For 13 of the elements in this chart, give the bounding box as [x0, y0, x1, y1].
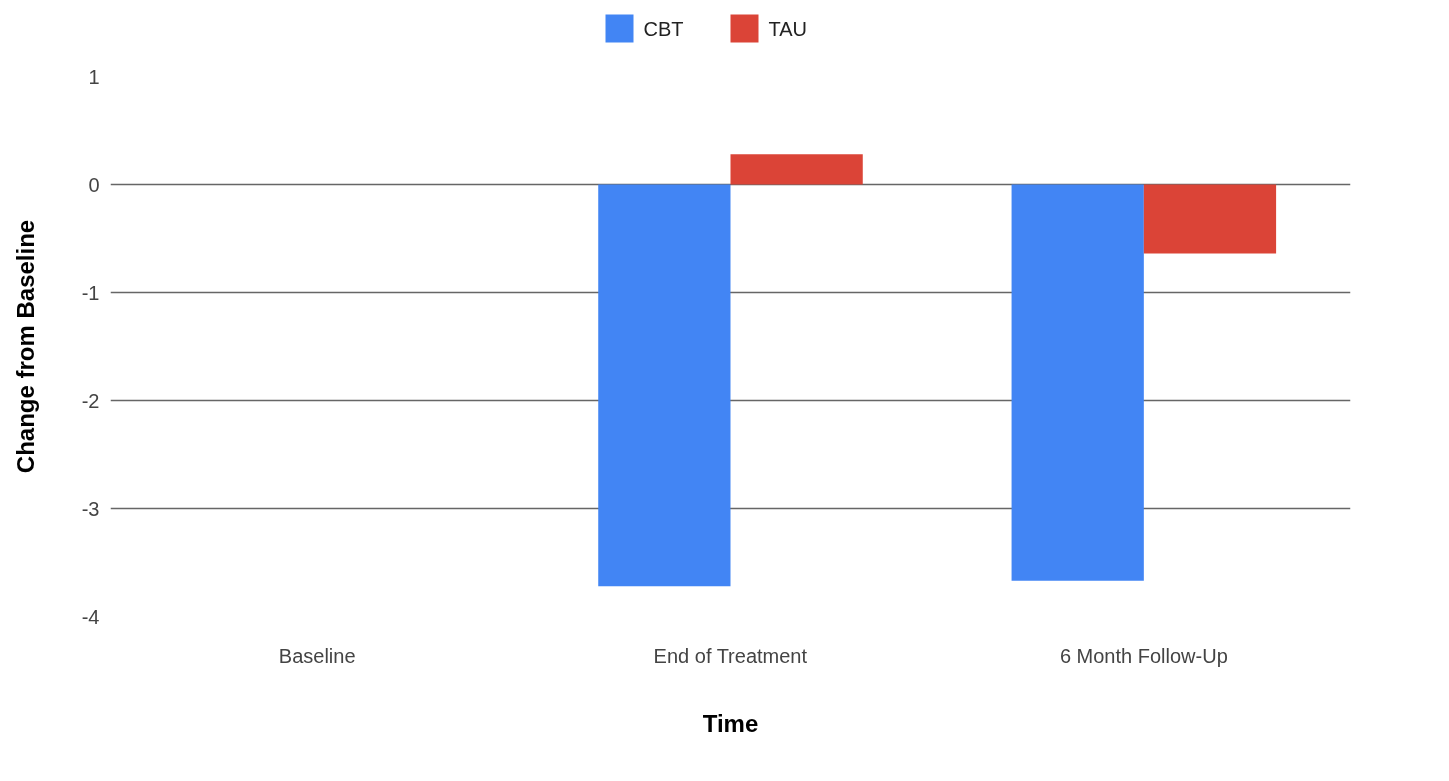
y-tick-label: -1 [81, 281, 100, 304]
y-axis-title: Change from Baseline [11, 219, 39, 474]
y-tick-label: -3 [81, 497, 100, 520]
x-tick-label: Baseline [278, 644, 356, 667]
y-tick-label: -2 [81, 389, 100, 412]
y-tick-label: 0 [88, 173, 100, 196]
legend-label: CBT [643, 17, 684, 40]
x-axis-title: Time [702, 709, 759, 737]
legend-label: TAU [768, 17, 808, 40]
y-tick-label: 1 [88, 65, 100, 88]
x-tick-label: End of Treatment [653, 644, 808, 667]
y-tick-label: -4 [81, 605, 100, 628]
x-tick-label: 6 Month Follow-Up [1059, 644, 1228, 667]
